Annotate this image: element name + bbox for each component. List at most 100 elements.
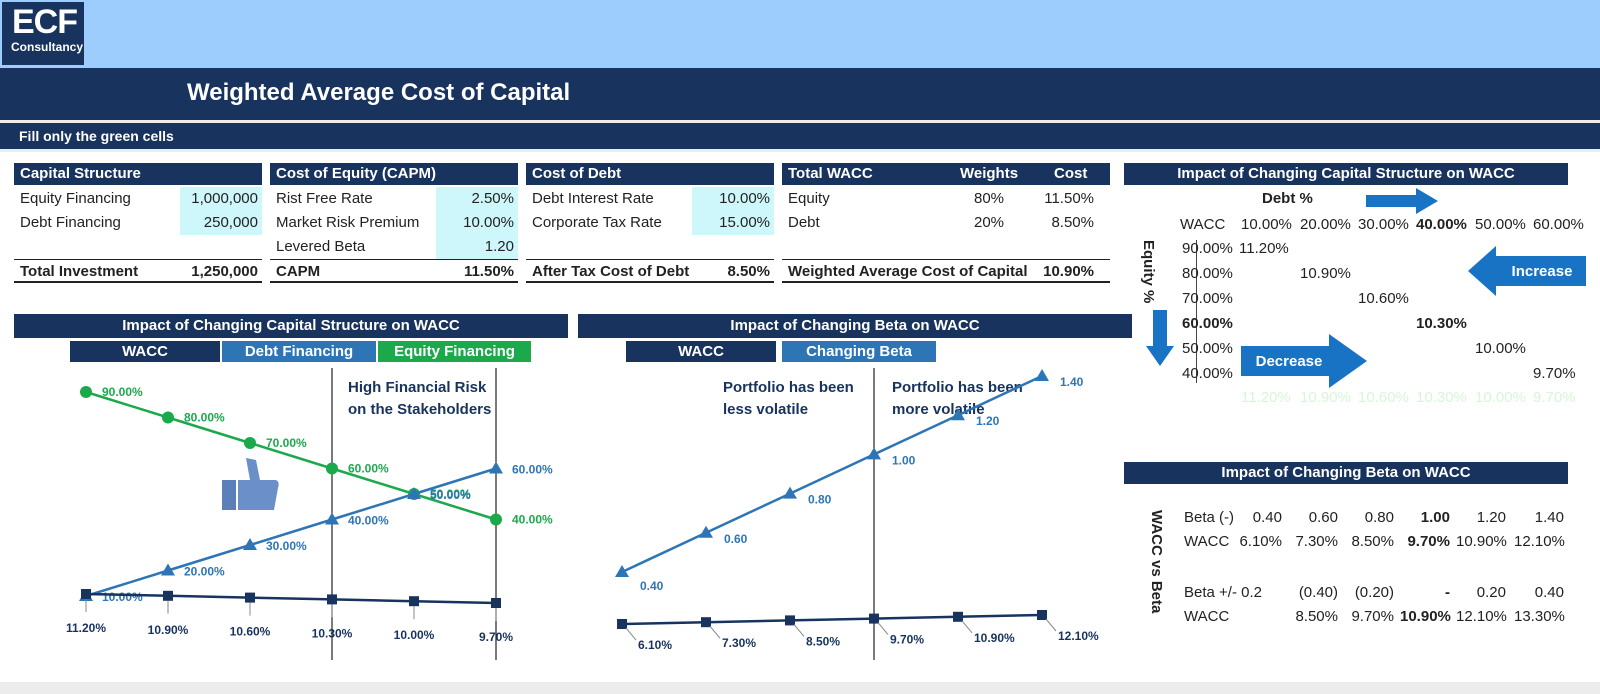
wacc-value: 9.70% bbox=[1407, 533, 1450, 550]
series-wacc-line bbox=[85, 592, 497, 605]
risk-free-rate-input[interactable]: 2.50% bbox=[436, 187, 518, 211]
beta-point bbox=[783, 486, 797, 499]
wacc-data-label: 8.50% bbox=[806, 634, 840, 648]
annotation-left-line1: Portfolio has been bbox=[723, 379, 854, 396]
right-arrow-icon bbox=[1366, 188, 1438, 214]
matrix-cell: 10.00% bbox=[1475, 340, 1526, 357]
legend-debt-financing[interactable]: Debt Financing bbox=[222, 341, 376, 362]
corporate-tax-rate-input[interactable]: 15.00% bbox=[692, 211, 774, 235]
wacc-data-label: 10.00% bbox=[394, 628, 435, 642]
wacc-point bbox=[1037, 610, 1047, 620]
table-row: Debt Interest Rate 10.00% bbox=[526, 187, 774, 211]
matrix-row-header: 60.00% bbox=[1182, 315, 1233, 332]
market-risk-premium-input[interactable]: 10.00% bbox=[436, 211, 518, 235]
leader-line bbox=[877, 622, 889, 635]
matrix-cell: 10.60% bbox=[1358, 290, 1409, 307]
table-row: Levered Beta 1.20 bbox=[270, 235, 518, 259]
annotation-right-line1: Portfolio has been bbox=[892, 379, 1023, 396]
debt-interest-rate-input[interactable]: 10.00% bbox=[692, 187, 774, 211]
beta-value: 0.40 bbox=[1252, 509, 1282, 526]
chart1-plot: High Financial Risk on the Stakeholders 90… bbox=[66, 368, 553, 660]
equity-data-label: 60.00% bbox=[348, 462, 389, 476]
total-row: CAPM 11.50% bbox=[270, 259, 518, 283]
wacc-value: 8.50% bbox=[1351, 533, 1394, 550]
beta-data-label: 1.40 bbox=[1060, 375, 1084, 389]
legend-wacc[interactable]: WACC bbox=[626, 341, 776, 362]
chart1-title: Impact of Changing Capital Structure on … bbox=[14, 314, 568, 338]
beta-value: 0.60 bbox=[1308, 509, 1338, 526]
table-row: Rist Free Rate 2.50% bbox=[270, 187, 518, 211]
total-row: Weighted Average Cost of Capital 10.90% bbox=[782, 259, 1110, 283]
beta-value: 1.40 bbox=[1534, 509, 1564, 526]
row-label: Debt Financing bbox=[20, 214, 121, 231]
total-value: 11.50% bbox=[463, 263, 514, 280]
down-arrow-icon bbox=[1146, 310, 1174, 366]
cost-of-equity-table: Cost of Equity (CAPM) Rist Free Rate 2.5… bbox=[270, 163, 518, 283]
debt-data-label: 10.00% bbox=[102, 590, 143, 604]
matrix-hidden-cell: 9.70% bbox=[1533, 389, 1576, 406]
equity-financing-input[interactable]: 1,000,000 bbox=[180, 187, 262, 211]
wacc-value: 12.10% bbox=[1514, 533, 1565, 550]
debt-data-label: 40.00% bbox=[348, 514, 389, 528]
debt-point bbox=[407, 487, 421, 499]
cost-of-equity-header: Cost of Equity (CAPM) bbox=[270, 163, 518, 185]
empty-row bbox=[526, 235, 774, 259]
debt-data-label: 30.00% bbox=[266, 539, 307, 553]
beta-data-label: 0.60 bbox=[724, 532, 748, 546]
total-label: After Tax Cost of Debt bbox=[532, 263, 690, 280]
beta-value: 0.80 bbox=[1364, 509, 1394, 526]
total-value: 10.90% bbox=[1043, 263, 1094, 280]
matrix-column-header: 10.00% bbox=[1241, 216, 1292, 233]
matrix-corner-label: WACC bbox=[1180, 216, 1226, 233]
wacc-row-label: WACC bbox=[1184, 533, 1230, 550]
row-label: Corporate Tax Rate bbox=[532, 214, 662, 231]
wacc-data-label: 12.10% bbox=[1058, 629, 1099, 643]
legend-equity-financing[interactable]: Equity Financing bbox=[378, 341, 531, 362]
row-label: Equity Financing bbox=[20, 190, 131, 207]
wacc-point bbox=[81, 589, 91, 599]
cost-of-debt-header: Cost of Debt bbox=[526, 163, 774, 185]
legend-changing-beta[interactable]: Changing Beta bbox=[782, 341, 936, 362]
matrix-cell: 10.30% bbox=[1416, 315, 1467, 332]
matrix-divider bbox=[1196, 240, 1197, 383]
legend-wacc[interactable]: WACC bbox=[70, 341, 220, 362]
beta-row-label: Beta (-) bbox=[1184, 509, 1235, 526]
debt-financing-input[interactable]: 250,000 bbox=[180, 211, 262, 235]
beta-point bbox=[615, 565, 629, 577]
cost-value: 11.50% bbox=[1044, 190, 1094, 207]
matrix-hidden-cell: 10.90% bbox=[1300, 389, 1351, 406]
decrease-label: Decrease bbox=[1256, 353, 1323, 370]
wacc2-value: 8.50% bbox=[1295, 608, 1338, 625]
matrix-hidden-cell: 10.30% bbox=[1416, 389, 1467, 406]
beta-delta-row-label: Beta +/- 0.2 bbox=[1184, 584, 1262, 601]
equity-percent-label: Equity % bbox=[1140, 240, 1157, 304]
leader-line bbox=[1045, 618, 1057, 632]
table-row: Debt 20% 8.50% bbox=[782, 211, 1110, 235]
wacc-data-label: 10.30% bbox=[312, 626, 353, 640]
table-row: Equity Financing 1,000,000 bbox=[14, 187, 262, 211]
wacc2-value: 10.90% bbox=[1400, 608, 1451, 625]
matrix-hidden-cell: 10.00% bbox=[1475, 389, 1526, 406]
beta-delta-value: (0.40) bbox=[1298, 584, 1338, 601]
beta-data-label: 0.40 bbox=[640, 579, 664, 593]
series-wacc-line bbox=[621, 613, 1043, 626]
matrix-row-header: 80.00% bbox=[1182, 265, 1233, 282]
table-row: Debt Financing 250,000 bbox=[14, 211, 262, 235]
wacc-data-label: 10.90% bbox=[974, 631, 1015, 645]
increase-label: Increase bbox=[1512, 263, 1573, 280]
equity-data-label: 70.00% bbox=[266, 436, 307, 450]
wacc-data-label: 10.90% bbox=[148, 623, 189, 637]
beta-data-label: 1.20 bbox=[976, 414, 1000, 428]
increase-arrow: Increase bbox=[1468, 246, 1586, 296]
debt-data-label: 60.00% bbox=[512, 463, 553, 477]
matrix-hidden-cell: 10.60% bbox=[1358, 389, 1409, 406]
instructions: Fill only the green cells bbox=[19, 128, 174, 144]
matrix-column-header: 30.00% bbox=[1358, 216, 1409, 233]
debt-point bbox=[243, 538, 257, 550]
wacc-value: 7.30% bbox=[1295, 533, 1338, 550]
logo-subtext: Consultancy bbox=[11, 40, 84, 54]
levered-beta-input[interactable]: 1.20 bbox=[436, 235, 518, 259]
wacc2-value: 9.70% bbox=[1351, 608, 1394, 625]
leader-line bbox=[961, 620, 973, 634]
wacc-data-label: 10.60% bbox=[230, 625, 271, 639]
